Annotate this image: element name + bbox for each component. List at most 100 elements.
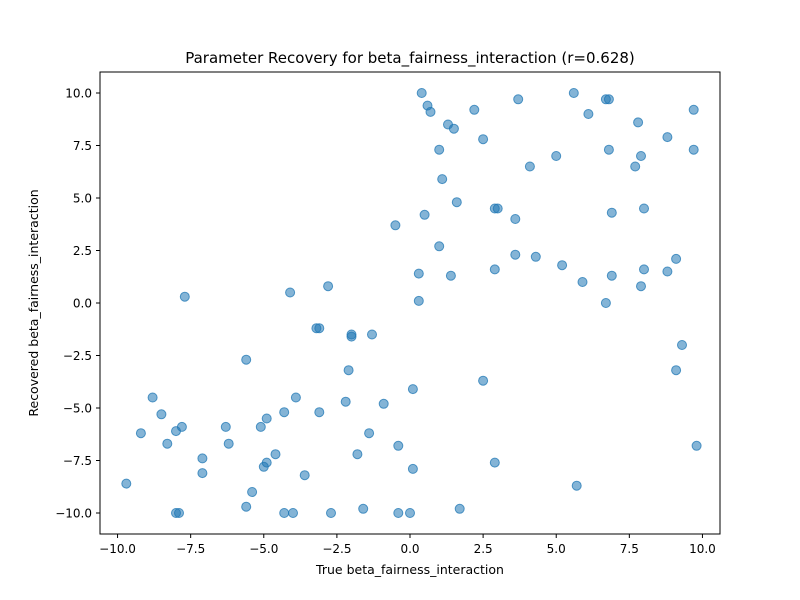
axes-frame <box>99 71 721 535</box>
y-tick-label: 5.0 <box>73 192 92 206</box>
data-point <box>448 123 459 134</box>
x-axis-label: True beta_fairness_interaction <box>315 562 504 577</box>
data-point <box>671 365 682 376</box>
data-point <box>688 144 699 155</box>
x-tick-label: −2.5 <box>322 542 351 556</box>
data-point <box>279 407 290 418</box>
data-point <box>530 251 541 262</box>
data-point <box>434 144 445 155</box>
data-point <box>551 151 562 161</box>
data-point <box>290 392 301 403</box>
data-point <box>691 440 702 451</box>
data-point <box>600 298 611 308</box>
x-tick-label: 5.0 <box>547 542 566 556</box>
x-tick-label: 2.5 <box>474 542 493 556</box>
data-point <box>156 409 167 420</box>
data-point <box>299 470 310 481</box>
data-point <box>367 329 377 340</box>
data-point <box>241 354 252 365</box>
y-tick-label: 2.5 <box>73 244 92 258</box>
data-point <box>671 253 682 264</box>
data-point <box>358 503 369 514</box>
data-point <box>197 468 208 479</box>
y-axis-ticks: −10.0 −7.5 −5.0 −2.5 0.0 2.5 5.0 7.5 10.0 <box>55 87 100 521</box>
data-point <box>323 281 334 292</box>
data-point <box>346 331 357 342</box>
data-point <box>568 88 579 98</box>
data-point <box>606 207 617 218</box>
x-tick-label: 0.0 <box>400 542 419 556</box>
data-point <box>314 323 325 334</box>
data-point <box>261 413 272 424</box>
data-point <box>393 508 404 518</box>
data-point <box>603 94 614 105</box>
data-point <box>270 449 281 460</box>
data-point <box>434 241 445 252</box>
x-tick-label: −7.5 <box>176 542 205 556</box>
data-point <box>454 503 465 514</box>
data-point <box>633 117 644 128</box>
y-tick-label: −2.5 <box>63 349 92 363</box>
data-point <box>416 88 427 98</box>
data-point <box>413 268 424 279</box>
y-tick-label: 0.0 <box>73 297 92 311</box>
data-point <box>255 421 266 432</box>
data-point <box>583 109 594 119</box>
data-point <box>197 453 208 464</box>
data-point <box>603 144 614 155</box>
data-point <box>510 214 521 224</box>
data-point <box>407 463 418 474</box>
data-point <box>419 209 430 220</box>
data-point <box>171 426 181 437</box>
data-point <box>425 106 436 117</box>
data-point <box>662 132 673 143</box>
data-point <box>688 104 699 115</box>
data-point <box>258 461 269 472</box>
data-point <box>571 480 582 491</box>
data-point <box>340 396 351 407</box>
y-tick-label: 10.0 <box>65 87 92 101</box>
x-tick-label: 10.0 <box>689 542 716 556</box>
data-points <box>121 88 702 518</box>
data-point <box>378 398 389 409</box>
data-point <box>390 220 401 231</box>
data-point <box>223 438 234 449</box>
x-tick-label: −5.0 <box>249 542 278 556</box>
data-point <box>639 203 649 214</box>
chart-title: Parameter Recovery for beta_fairness_int… <box>185 49 635 68</box>
data-point <box>451 197 462 208</box>
data-point <box>489 457 500 468</box>
data-point <box>557 260 568 271</box>
data-point <box>524 161 535 172</box>
data-point <box>241 501 252 512</box>
data-point <box>630 161 641 172</box>
data-point <box>489 264 500 275</box>
x-tick-label: −10.0 <box>99 542 136 556</box>
data-point <box>162 438 173 449</box>
data-point <box>636 281 646 292</box>
data-point <box>247 487 258 497</box>
x-axis-ticks: −10.0 −7.5 −5.0 −2.5 0.0 2.5 5.0 7.5 10.0 <box>99 534 716 556</box>
data-point <box>478 375 489 386</box>
y-tick-label: −5.0 <box>63 402 92 416</box>
plot-area <box>100 72 720 534</box>
data-point <box>364 428 375 439</box>
data-point <box>510 249 521 260</box>
data-point <box>326 508 336 518</box>
data-point <box>352 449 363 460</box>
data-point <box>513 94 524 105</box>
data-point <box>469 104 480 115</box>
data-point <box>677 340 687 350</box>
data-point <box>606 270 617 281</box>
data-point <box>174 508 184 518</box>
data-point <box>407 384 418 395</box>
data-point <box>314 407 325 418</box>
data-point <box>492 203 503 214</box>
data-point <box>437 174 448 185</box>
y-tick-label: −10.0 <box>55 507 92 521</box>
data-point <box>288 508 298 518</box>
data-point <box>220 421 231 432</box>
data-point <box>662 266 673 277</box>
x-tick-label: 7.5 <box>620 542 639 556</box>
data-point <box>343 365 354 376</box>
